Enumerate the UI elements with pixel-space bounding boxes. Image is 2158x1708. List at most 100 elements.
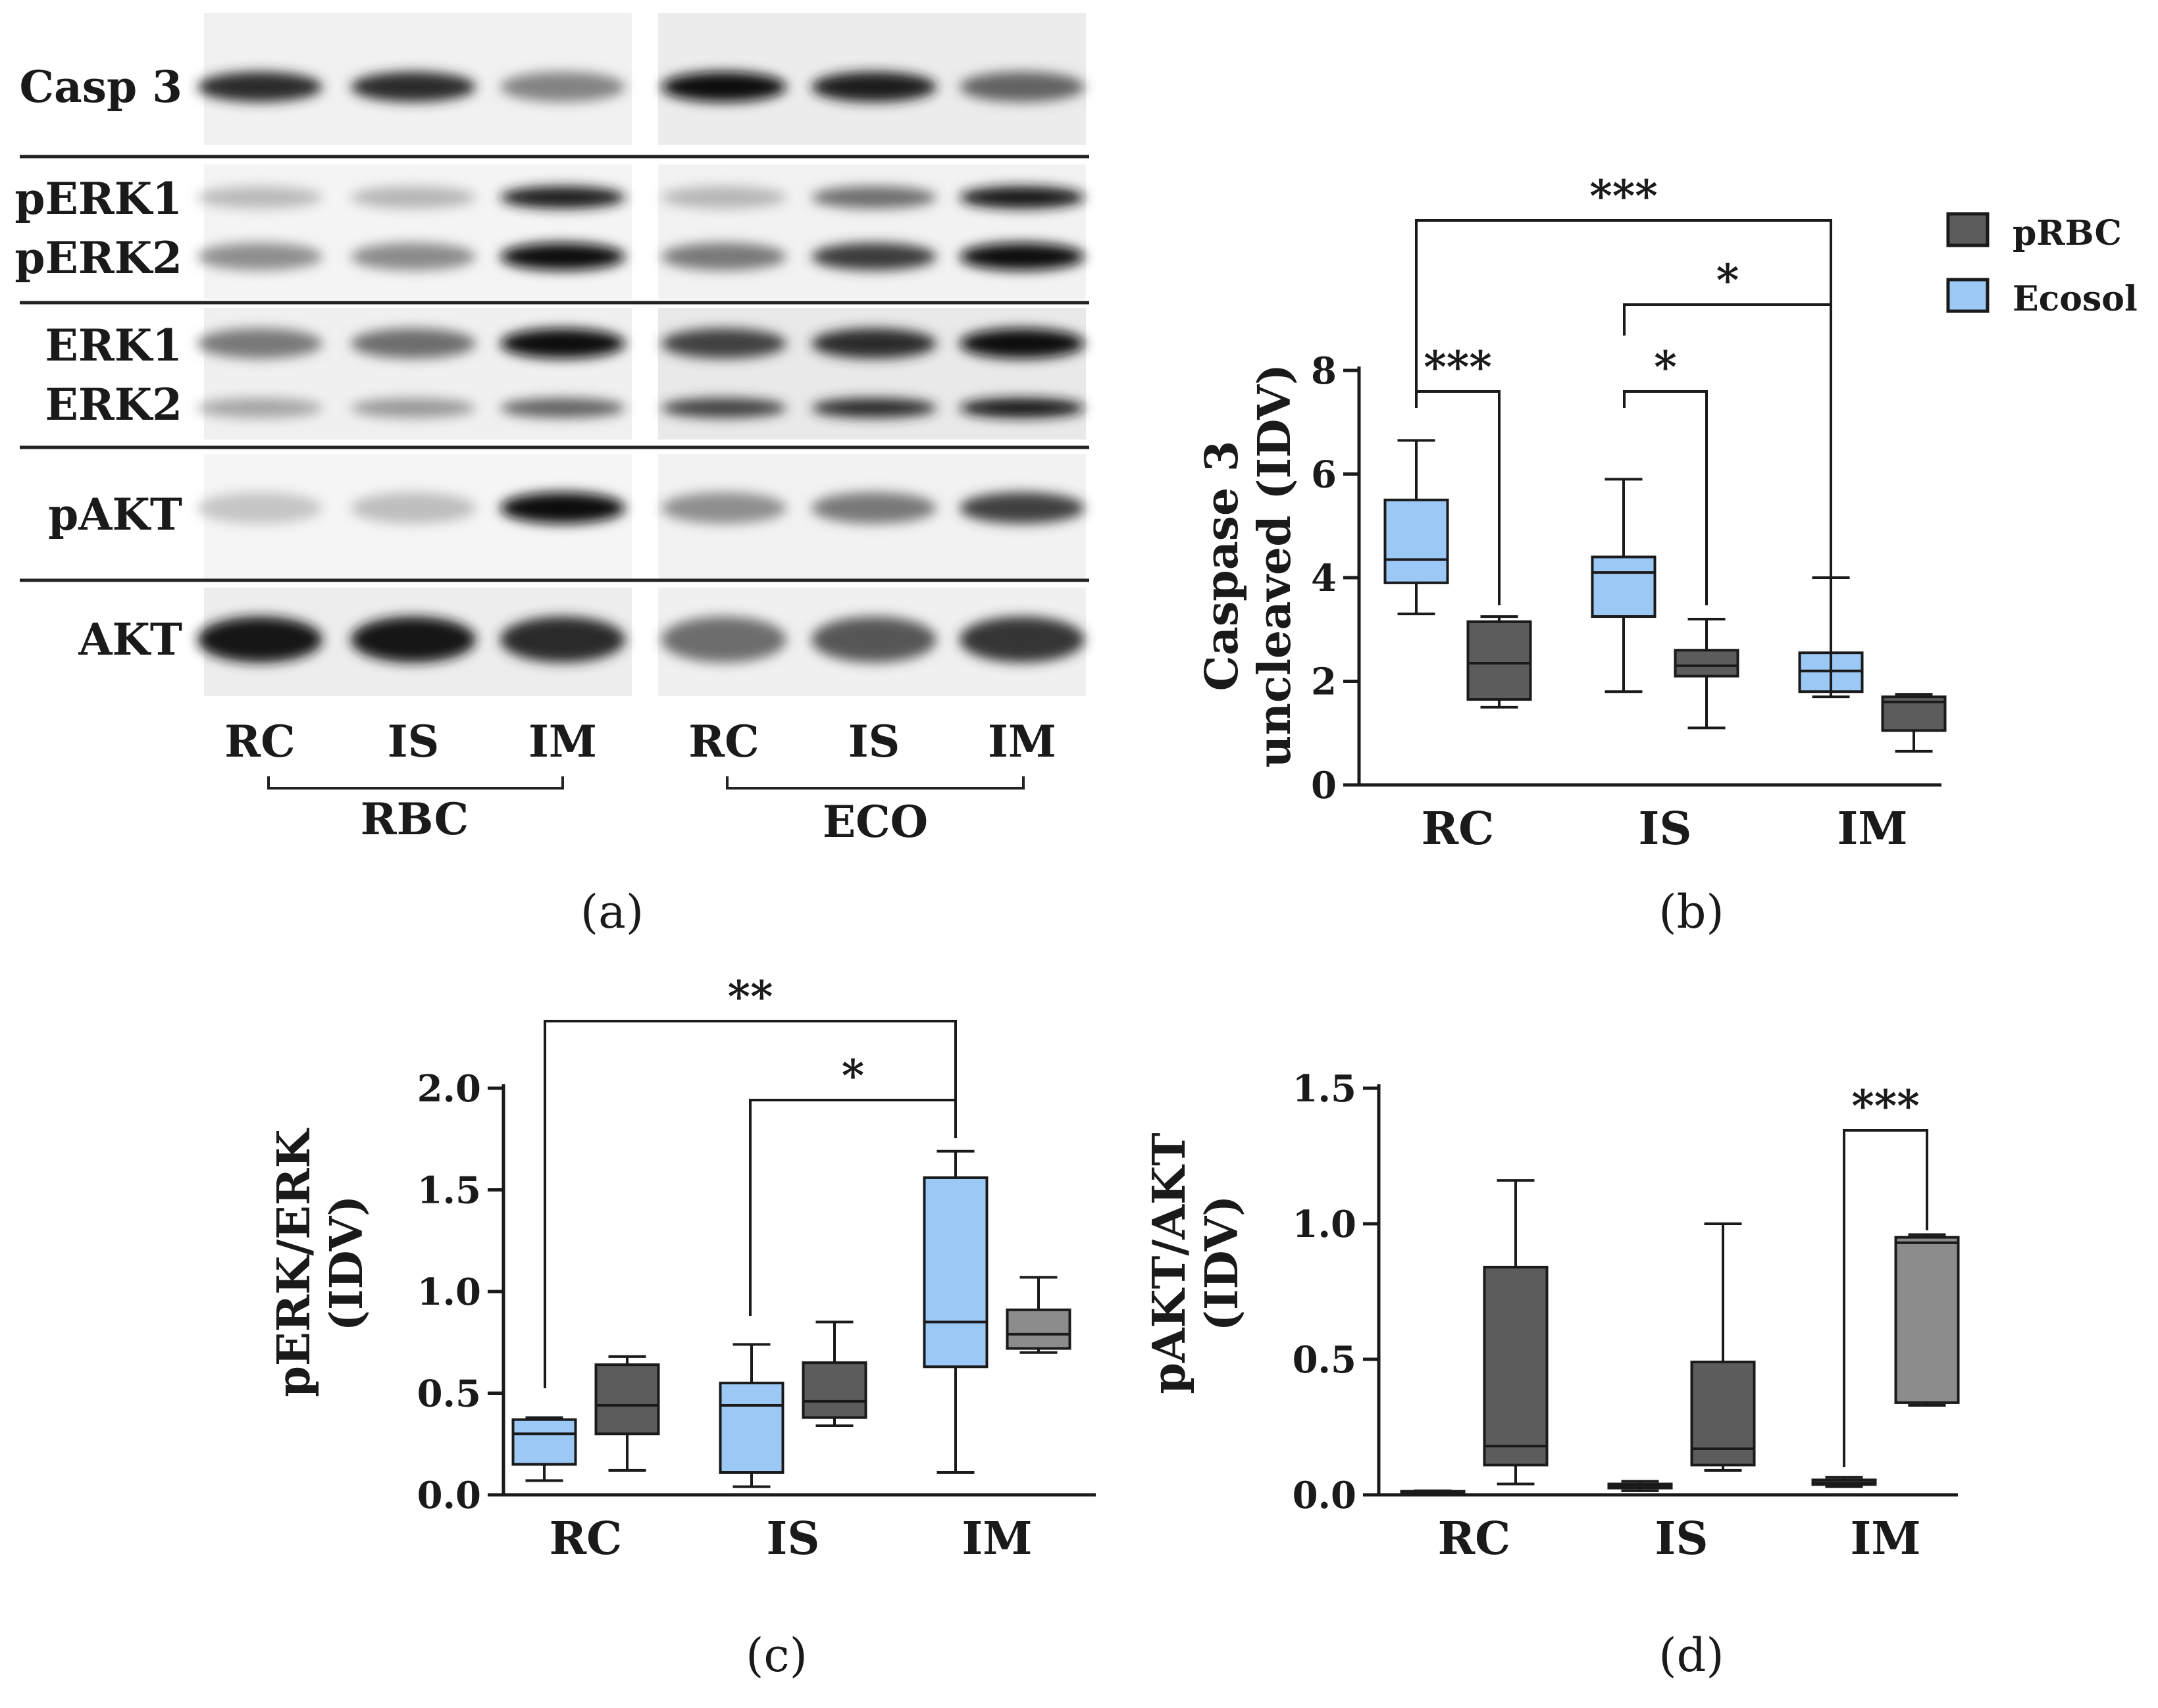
box-iqr xyxy=(719,1382,784,1474)
blot-rbc-erk-bg xyxy=(204,308,632,440)
blot-band xyxy=(960,492,1085,524)
blot-label-erk1: ERK1 xyxy=(45,320,182,371)
box-prbc-is xyxy=(802,1320,867,1427)
blot-bands xyxy=(197,72,1085,663)
x-tick-label: IM xyxy=(1837,803,1907,855)
blot-band xyxy=(811,243,937,270)
y-tick-label: 1.5 xyxy=(1293,1067,1356,1111)
lane-label: RC xyxy=(224,716,295,767)
blot-eco-perk-bg xyxy=(658,164,1086,299)
blot-band xyxy=(500,72,625,102)
y-tick-label: 0.5 xyxy=(1293,1338,1356,1382)
blot-band xyxy=(197,398,322,418)
blot-band xyxy=(661,328,786,359)
y-axis-label-line2: (IDV) xyxy=(1196,1195,1248,1332)
y-tick-label: 2.0 xyxy=(417,1067,481,1111)
panel-label-b: (b) xyxy=(1658,885,1724,939)
panel-label-d: (d) xyxy=(1658,1628,1724,1682)
box-prbc-rc xyxy=(594,1355,660,1472)
blot-band xyxy=(811,616,937,663)
blot-label-perk1: pERK1 xyxy=(14,173,182,224)
blot-label-akt: AKT xyxy=(78,614,182,665)
lane-label: RC xyxy=(688,716,759,767)
significance-bracket xyxy=(1623,303,1832,697)
legend-swatch-prbc xyxy=(1946,212,1990,247)
box-iqr xyxy=(1591,555,1657,618)
blot-band xyxy=(351,72,476,102)
significance-bracket xyxy=(544,1020,957,1388)
box-ecosol-is xyxy=(1591,478,1657,693)
blot-band xyxy=(811,186,937,209)
box-iqr xyxy=(1006,1308,1071,1350)
panel-label-a: (a) xyxy=(580,885,644,939)
blot-band xyxy=(500,492,625,524)
western-blot-panel: Casp 3 pERK1 pERK2 ERK1 ERK2 pAKT AKT RC… xyxy=(14,13,1089,939)
box-prbc-im xyxy=(1881,693,1947,753)
significance-label: * xyxy=(1654,341,1677,393)
significance-label: ** xyxy=(727,971,773,1022)
blot-band xyxy=(351,243,476,270)
blot-band xyxy=(500,243,625,270)
significance-bracket xyxy=(1843,1129,1928,1467)
x-tick-label: RC xyxy=(1438,1513,1511,1565)
blot-band xyxy=(661,186,786,209)
box-ecosol-im xyxy=(1811,1476,1877,1488)
group-label-rbc: RBC xyxy=(361,793,469,845)
blot-band xyxy=(960,616,1085,663)
blot-band xyxy=(500,616,625,663)
blot-band xyxy=(661,492,786,524)
lane-label: IS xyxy=(388,716,440,767)
blot-band xyxy=(960,328,1085,359)
legend-swatch-ecosol xyxy=(1946,278,1990,313)
blot-band xyxy=(197,243,322,270)
blot-band xyxy=(197,492,322,524)
lane-label: IM xyxy=(528,716,597,767)
box-prbc-im xyxy=(1006,1276,1071,1354)
blot-band xyxy=(811,328,937,359)
box-iqr xyxy=(1894,1236,1960,1404)
x-tick-label: RC xyxy=(550,1513,623,1565)
blot-band xyxy=(960,243,1085,270)
blot-rbc-perk-bg xyxy=(204,164,632,299)
x-tick-label: IS xyxy=(1639,803,1692,855)
blot-band xyxy=(661,72,786,102)
lane-label: IS xyxy=(848,716,900,767)
y-axis-label-line1: pAKT/AKT xyxy=(1143,1132,1196,1394)
panel-label-c: (c) xyxy=(746,1628,808,1682)
box-ecosol-is xyxy=(719,1343,784,1488)
y-axis-label-line1: pERK/ERK xyxy=(268,1127,321,1397)
blot-label-erk2: ERK2 xyxy=(45,379,182,430)
blot-band xyxy=(661,398,786,418)
box-iqr xyxy=(1483,1265,1549,1467)
box-prbc-rc xyxy=(1466,615,1532,709)
y-tick-label: 1.0 xyxy=(1293,1203,1356,1246)
perk-erk-boxplot: 0.00.51.01.52.0RC IS IM *** pERK/ERK (IDV)… xyxy=(268,971,1096,1682)
y-axis-label-line1: Caspase 3 xyxy=(1196,441,1248,691)
y-tick-label: 2 xyxy=(1311,661,1337,704)
pakt-akt-boxplot: 0.0 0.5 1.0 1.5 RC IS IM *** pAKT/AKT (IDV) (d… xyxy=(1143,1067,1960,1682)
blot-band xyxy=(197,328,322,359)
significance-label: *** xyxy=(1851,1080,1920,1132)
x-tick-label: IS xyxy=(767,1513,820,1565)
box-prbc-is xyxy=(1674,618,1739,730)
group-label-eco: ECO xyxy=(823,796,928,847)
y-tick-label: 1.0 xyxy=(417,1270,481,1314)
y-tick-label: 6 xyxy=(1311,453,1337,497)
blot-band xyxy=(500,398,625,418)
blot-label-casp3: Casp 3 xyxy=(20,61,183,113)
significance-label: * xyxy=(1716,255,1739,306)
significance-bracket xyxy=(749,1099,957,1316)
box-iqr xyxy=(511,1418,577,1466)
significance-label: *** xyxy=(1589,170,1658,222)
x-tick-label: IM xyxy=(1850,1513,1920,1565)
box-ecosol-rc xyxy=(1383,439,1449,616)
box-iqr xyxy=(1383,498,1449,584)
blot-band xyxy=(811,72,937,102)
x-tick-label: IS xyxy=(1655,1513,1708,1565)
x-tick-label: RC xyxy=(1422,803,1495,855)
blot-label-pakt: pAKT xyxy=(48,489,182,540)
y-axis-label-line2: (IDV) xyxy=(321,1195,373,1332)
significance-bracket xyxy=(1623,390,1708,605)
box-ecosol-is xyxy=(1607,1480,1673,1492)
